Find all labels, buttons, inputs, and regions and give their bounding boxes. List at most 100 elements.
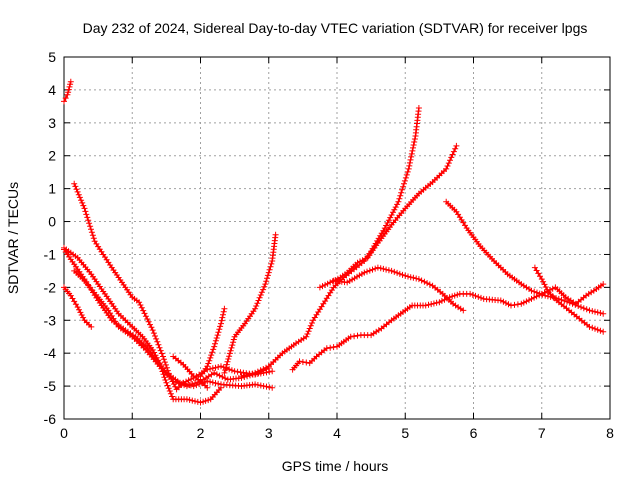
data-point (541, 281, 548, 288)
data-point (600, 328, 607, 335)
data-point (443, 165, 450, 172)
data-point (402, 272, 409, 279)
data-point (149, 346, 156, 353)
data-point (219, 373, 226, 380)
data-point (88, 323, 95, 330)
data-point (167, 390, 174, 397)
data-point (589, 324, 596, 331)
data-point (209, 379, 216, 386)
series-pass-5 (71, 267, 272, 390)
data-point (194, 398, 201, 405)
data-point (78, 197, 85, 204)
data-point (175, 380, 182, 387)
data-point (304, 331, 311, 337)
series-pass-12 (316, 142, 460, 291)
data-point (223, 361, 230, 368)
data-point (452, 145, 459, 152)
data-point (254, 368, 261, 375)
data-point (451, 292, 458, 299)
data-point (256, 294, 263, 301)
data-point (207, 378, 214, 385)
series-pass-1 (61, 78, 74, 105)
data-point (263, 278, 270, 285)
data-point (600, 310, 607, 317)
x-tick-label: 2 (197, 425, 205, 441)
data-point (206, 357, 213, 364)
data-point (75, 191, 82, 198)
data-point (153, 335, 160, 342)
series-line (319, 145, 458, 289)
data-point (388, 212, 395, 218)
data-point (220, 311, 226, 318)
data-point (351, 333, 358, 340)
data-point (544, 286, 551, 293)
data-point (212, 380, 219, 387)
data-point (76, 306, 82, 313)
data-point (249, 370, 256, 377)
data-point (534, 289, 540, 296)
data-point (366, 267, 373, 274)
data-point (396, 270, 403, 277)
data-point (183, 383, 190, 390)
data-point (227, 347, 234, 354)
series-line (445, 201, 604, 315)
data-point (433, 299, 440, 306)
data-point (222, 367, 229, 374)
data-point (444, 163, 451, 169)
data-point (424, 280, 431, 287)
data-point (361, 269, 368, 276)
data-point (453, 142, 460, 149)
data-point (583, 306, 590, 313)
data-point (257, 367, 264, 374)
data-point (225, 356, 232, 362)
data-point (226, 366, 233, 373)
data-point (186, 382, 193, 389)
data-point (380, 265, 387, 272)
data-point (586, 323, 593, 330)
data-point (381, 225, 388, 232)
x-tick-label: 7 (538, 425, 546, 441)
data-point (307, 322, 314, 329)
data-point (421, 278, 428, 285)
data-point (413, 275, 420, 282)
series-line (241, 107, 420, 377)
data-point (72, 183, 79, 190)
data-point (202, 397, 209, 404)
data-point (87, 223, 94, 230)
data-point (597, 310, 604, 316)
data-point (383, 222, 390, 229)
data-point (572, 301, 579, 308)
data-point (369, 266, 376, 273)
data-point (209, 365, 216, 372)
data-point (163, 379, 170, 386)
x-tick-label: 6 (470, 425, 478, 441)
data-point (262, 281, 269, 288)
data-point (561, 297, 568, 304)
data-point (255, 297, 262, 304)
data-point (218, 363, 224, 370)
data-point (566, 299, 573, 306)
data-point (385, 217, 392, 224)
data-point (407, 274, 414, 281)
data-point (221, 369, 228, 376)
data-point (77, 309, 84, 316)
data-point (67, 81, 74, 88)
data-point (319, 283, 326, 290)
data-point (162, 377, 169, 383)
data-point (405, 165, 412, 172)
chart-title: Day 232 of 2024, Sidereal Day-to-day VTE… (83, 20, 588, 36)
data-point (390, 209, 396, 216)
data-point (409, 147, 416, 154)
data-point (316, 284, 323, 291)
data-point (404, 168, 411, 175)
data-point (395, 198, 402, 205)
data-point (580, 305, 587, 312)
data-point (79, 199, 86, 206)
data-point (80, 314, 87, 321)
data-point (215, 364, 222, 370)
data-point (189, 397, 196, 404)
data-point (592, 325, 598, 332)
data-point (305, 328, 312, 335)
data-point (296, 358, 303, 365)
x-tick-label: 0 (60, 425, 68, 441)
